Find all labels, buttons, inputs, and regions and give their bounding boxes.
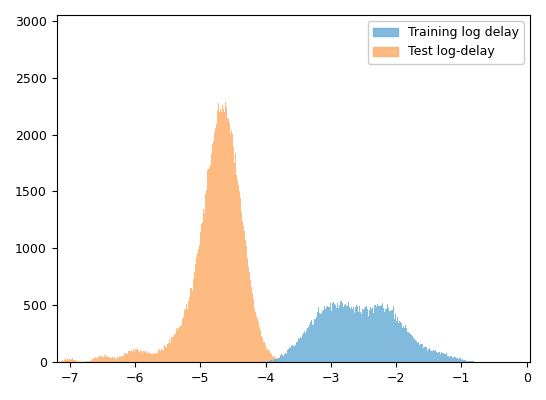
Legend: Training log delay, Test log-delay: Training log delay, Test log-delay [367,21,524,64]
